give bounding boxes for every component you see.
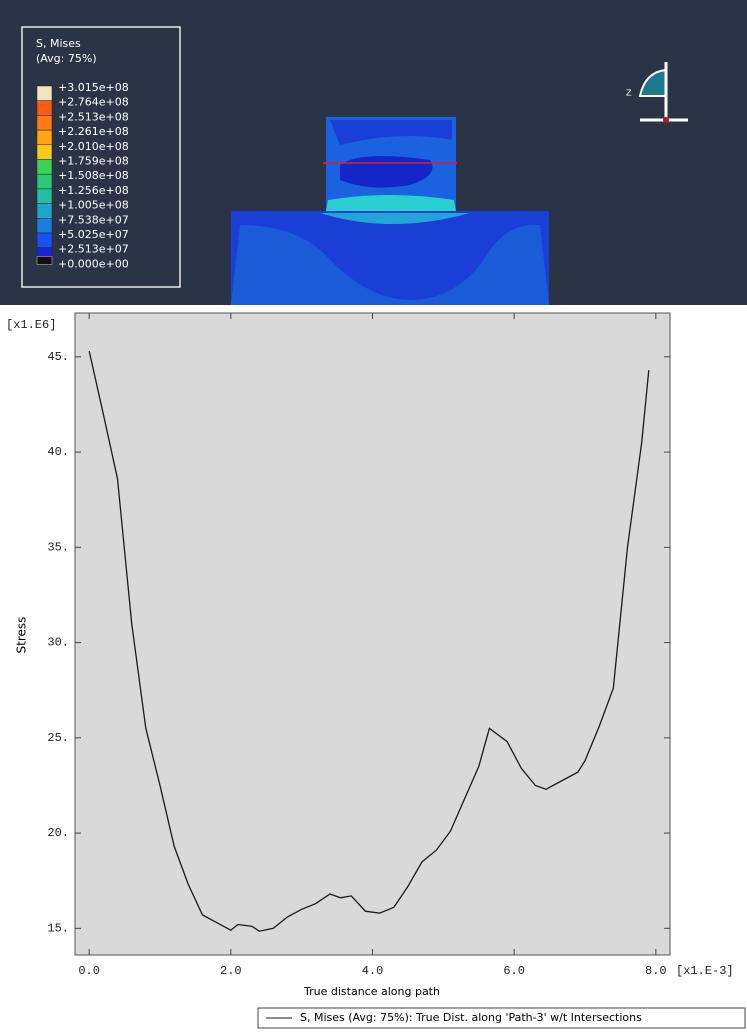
legend-level: +0.000e+00 [58,257,129,270]
legend-subtitle: (Avg: 75%) [36,52,97,65]
legend-swatch [37,174,52,189]
x-tick-label: 8.0 [645,964,667,978]
legend-level: +3.015e+08 [58,81,129,94]
screen: S, Mises (Avg: 75%) Z [x1.E6] Stress Tru… [0,0,747,1029]
legend-level: +1.759e+08 [58,155,129,168]
legend-entry: S, Mises (Avg: 75%): True Dist. along 'P… [300,1011,642,1024]
legend-swatch [37,160,52,175]
y-tick-label: 15. [47,922,69,936]
legend-swatch [37,218,52,233]
legend-swatch [37,256,52,264]
legend-swatch [37,115,52,130]
legend-swatch [37,204,52,219]
x-unit: [x1.E-3] [676,964,734,978]
legend-level: +1.508e+08 [58,169,129,182]
plot-area [75,313,670,955]
legend-level: +2.764e+08 [58,96,129,109]
y-axis-title: Stress [15,617,29,654]
y-tick-label: 30. [47,636,69,650]
legend-level: +2.513e+08 [58,110,129,123]
y-tick-label: 45. [47,350,69,364]
legend-level: +5.025e+07 [58,228,129,241]
y-tick-label: 20. [47,826,69,840]
legend-swatch [37,86,52,101]
triad-origin [663,117,669,123]
x-tick-label: 6.0 [503,964,525,978]
page: S, Mises (Avg: 75%) Z [x1.E6] Stress Tru… [0,0,747,1029]
x-tick-label: 4.0 [362,964,384,978]
legend-swatch [37,101,52,116]
y-unit: [x1.E6] [6,318,56,332]
legend-level: +2.513e+07 [58,243,129,256]
legend-level: +7.538e+07 [58,213,129,226]
legend-title: S, Mises [36,37,81,50]
y-tick-label: 40. [47,445,69,459]
triad-label: Z [626,89,632,98]
y-tick-label: 25. [47,731,69,745]
legend-swatch [37,130,52,145]
legend-level: +2.010e+08 [58,140,129,153]
x-tick-label: 2.0 [220,964,242,978]
x-axis-title: True distance along path [303,985,440,998]
legend-swatch [37,189,52,204]
legend-level: +2.261e+08 [58,125,129,138]
x-tick-label: 0.0 [78,964,100,978]
legend-swatch [37,145,52,160]
y-tick-label: 35. [47,540,69,554]
legend-swatch [37,233,52,248]
legend-level: +1.005e+08 [58,199,129,212]
legend-level: +1.256e+08 [58,184,129,197]
